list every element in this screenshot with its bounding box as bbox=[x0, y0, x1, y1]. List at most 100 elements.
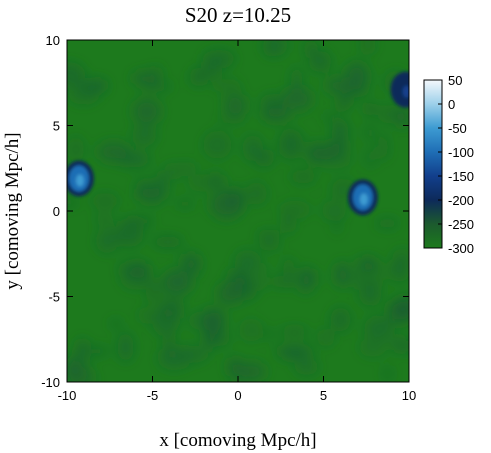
texture-blob bbox=[378, 133, 389, 161]
texture-blob bbox=[392, 248, 409, 268]
feature-halo-core bbox=[75, 174, 84, 187]
texture-blob bbox=[359, 337, 387, 358]
x-tick-label: 10 bbox=[402, 388, 416, 403]
texture-blob bbox=[303, 40, 318, 59]
x-tick-label: -5 bbox=[147, 388, 159, 403]
texture-blob bbox=[185, 253, 201, 278]
texture-blob bbox=[280, 327, 309, 337]
texture-blob bbox=[203, 130, 232, 159]
texture-blob bbox=[122, 216, 155, 226]
texture-blob bbox=[209, 189, 244, 220]
y-tick-label: 0 bbox=[53, 204, 60, 219]
x-tick-label: 5 bbox=[320, 388, 327, 403]
texture-blob bbox=[114, 220, 144, 248]
texture-blob bbox=[152, 306, 180, 336]
colorbar-frame bbox=[423, 79, 443, 249]
texture-blob bbox=[67, 197, 79, 207]
texture-blob bbox=[337, 98, 348, 112]
heatmap-texture bbox=[67, 40, 409, 382]
texture-blob bbox=[375, 218, 399, 229]
texture-blob bbox=[383, 365, 393, 382]
texture-blob bbox=[162, 269, 193, 296]
texture-blob bbox=[200, 61, 223, 80]
texture-blob bbox=[109, 319, 122, 328]
texture-blob bbox=[132, 97, 162, 126]
texture-blob bbox=[298, 268, 318, 277]
texture-blob bbox=[261, 107, 292, 122]
colorbar-tick-label: 0 bbox=[448, 97, 455, 112]
texture-blob bbox=[330, 307, 351, 332]
texture-blob bbox=[67, 62, 86, 88]
texture-blob bbox=[318, 153, 352, 169]
texture-blob bbox=[136, 178, 150, 196]
texture-blob bbox=[364, 315, 395, 340]
y-axis-ticks: -10 -5 0 5 10 bbox=[41, 33, 409, 390]
heatmap-features bbox=[67, 71, 409, 216]
chart-title: S20 z=10.25 bbox=[185, 3, 291, 27]
texture-blob bbox=[317, 328, 335, 347]
colorbar-tick-label: -50 bbox=[448, 121, 467, 136]
colorbar-ticks: 50 0 -50 -100 -150 -200 -250 -300 bbox=[438, 73, 474, 256]
texture-blob bbox=[290, 65, 303, 96]
texture-blob bbox=[131, 71, 160, 86]
y-tick-label: 10 bbox=[46, 33, 60, 48]
texture-blob bbox=[278, 129, 304, 160]
colorbar-tick-label: -100 bbox=[448, 145, 474, 160]
texture-blob bbox=[283, 212, 293, 234]
texture-blob bbox=[242, 135, 263, 161]
x-tick-label: -10 bbox=[58, 388, 77, 403]
texture-blob bbox=[174, 198, 196, 209]
texture-blob bbox=[82, 347, 110, 356]
y-tick-label: 5 bbox=[53, 119, 60, 134]
texture-blob bbox=[315, 51, 331, 73]
colorbar-tick-label: -250 bbox=[448, 217, 474, 232]
texture-blob bbox=[245, 182, 268, 205]
texture-blob bbox=[400, 295, 409, 307]
texture-blob bbox=[152, 236, 184, 248]
texture-blob bbox=[257, 262, 268, 292]
texture-blob bbox=[325, 141, 343, 159]
texture-blob bbox=[331, 118, 349, 146]
texture-blob bbox=[95, 213, 114, 226]
texture-blob bbox=[181, 161, 196, 177]
texture-blob bbox=[73, 346, 84, 361]
texture-blob bbox=[209, 174, 225, 188]
colorbar-tick-label: -300 bbox=[448, 241, 474, 256]
texture-blob bbox=[117, 332, 134, 362]
y-tick-label: -5 bbox=[48, 290, 60, 305]
texture-blob bbox=[67, 136, 84, 163]
texture-blob bbox=[344, 62, 370, 91]
texture-blob bbox=[145, 277, 162, 304]
texture-blob bbox=[279, 200, 311, 219]
colorbar-tick-label: -150 bbox=[448, 169, 474, 184]
texture-blob bbox=[79, 78, 108, 94]
colorbar-gradient bbox=[424, 80, 442, 248]
texture-blob bbox=[91, 192, 119, 209]
x-tick-label: 0 bbox=[234, 388, 241, 403]
texture-blob bbox=[377, 104, 403, 124]
x-axis-ticks: -10 -5 0 5 10 bbox=[58, 40, 416, 403]
feature-halo-core bbox=[402, 85, 409, 98]
y-axis-label: y [comoving Mpc/h] bbox=[2, 132, 23, 289]
texture-blob bbox=[234, 249, 261, 273]
texture-blob bbox=[325, 76, 349, 95]
texture-blob bbox=[224, 93, 247, 117]
texture-blob bbox=[365, 123, 375, 141]
texture-blob bbox=[206, 313, 218, 342]
texture-blob bbox=[162, 332, 176, 362]
colorbar-tick-label: -200 bbox=[448, 193, 474, 208]
heatmap-area bbox=[67, 40, 409, 382]
texture-blob bbox=[364, 102, 377, 116]
texture-blob bbox=[261, 330, 278, 339]
texture-blob bbox=[145, 82, 174, 91]
texture-blob bbox=[239, 361, 266, 382]
texture-blob bbox=[132, 125, 157, 147]
texture-blob bbox=[282, 256, 295, 282]
texture-blob bbox=[366, 147, 375, 169]
texture-blob bbox=[357, 259, 386, 288]
texture-blob bbox=[262, 41, 281, 57]
texture-blob bbox=[290, 169, 317, 184]
colorbar-tick-label: 50 bbox=[448, 73, 462, 88]
texture-blob bbox=[164, 162, 184, 180]
